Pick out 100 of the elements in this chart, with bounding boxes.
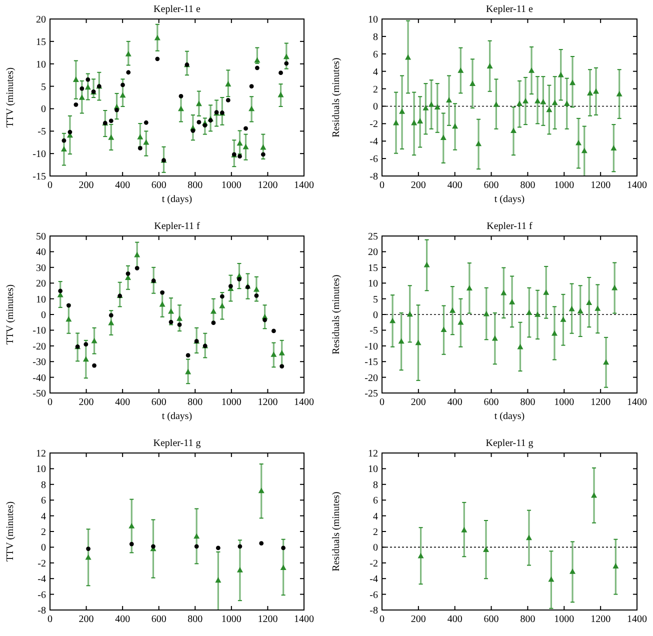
y-tick-label: 6 bbox=[41, 496, 46, 507]
y-tick-label: -8 bbox=[38, 606, 46, 616]
y-tick-label: 0 bbox=[373, 102, 378, 113]
y-tick-label: -15 bbox=[364, 357, 378, 368]
y-tick-label: 8 bbox=[41, 480, 46, 491]
x-tick-label: 1000 bbox=[221, 180, 242, 191]
y-tick-label: -2 bbox=[370, 558, 378, 570]
y-tick-label: 0 bbox=[41, 310, 46, 321]
x-axis-title: t (days) bbox=[494, 411, 525, 422]
y-tick-label: -8 bbox=[370, 606, 378, 616]
y-tick-label: 40 bbox=[36, 247, 46, 258]
y-axis-title: Residuals (minutes) bbox=[331, 492, 342, 572]
y-tick-label: -6 bbox=[370, 590, 378, 601]
y-tick-label: -20 bbox=[32, 341, 46, 352]
x-tick-label: 200 bbox=[78, 614, 94, 625]
y-tick-label: 0 bbox=[41, 104, 46, 116]
y-tick-label: -25 bbox=[364, 388, 378, 400]
y-tick-label: 12 bbox=[36, 448, 46, 460]
y-tick-label: 2 bbox=[373, 527, 378, 538]
y-tick-label: 50 bbox=[36, 232, 46, 242]
y-tick-label: -10 bbox=[32, 326, 46, 337]
y-tick-label: -15 bbox=[32, 172, 46, 182]
y-tick-label: 4 bbox=[41, 511, 46, 522]
y-tick-label: 4 bbox=[373, 66, 378, 78]
x-tick-label: 400 bbox=[115, 614, 130, 625]
x-tick-label: 400 bbox=[447, 180, 462, 191]
y-tick-label: 15 bbox=[36, 36, 46, 48]
y-tick-label: 2 bbox=[41, 527, 46, 538]
y-tick-label: 5 bbox=[373, 294, 378, 306]
x-tick-label: 800 bbox=[188, 614, 203, 625]
x-tick-label: 200 bbox=[410, 397, 426, 408]
y-tick-label: 2 bbox=[373, 84, 378, 96]
y-tick-label: -50 bbox=[32, 388, 46, 400]
y-tick-label: -5 bbox=[38, 126, 46, 138]
y-tick-label: -4 bbox=[370, 136, 378, 148]
x-tick-label: 1200 bbox=[590, 397, 611, 408]
x-axis-title: t (days) bbox=[162, 411, 192, 422]
x-tick-label: 600 bbox=[484, 397, 499, 408]
y-tick-label: 20 bbox=[368, 247, 378, 258]
x-tick-label: 600 bbox=[151, 397, 166, 408]
x-tick-label: 600 bbox=[151, 180, 166, 191]
x-tick-label: 1200 bbox=[590, 614, 611, 625]
x-tick-label: 600 bbox=[484, 180, 499, 191]
y-tick-label: -6 bbox=[38, 590, 46, 601]
y-tick-label: 8 bbox=[373, 32, 378, 43]
y-axis-title: Residuals (minutes) bbox=[331, 274, 342, 354]
y-axis-title: Residuals (minutes) bbox=[331, 58, 342, 138]
y-tick-label: -40 bbox=[32, 372, 46, 384]
x-tick-label: 800 bbox=[188, 397, 203, 408]
x-tick-label: 1400 bbox=[627, 614, 647, 625]
chart-title: Kepler-11 g bbox=[153, 438, 201, 449]
x-tick-label: 600 bbox=[151, 614, 166, 625]
y-tick-label: 12 bbox=[368, 448, 378, 460]
y-tick-label: -4 bbox=[370, 574, 378, 586]
y-tick-label: 25 bbox=[368, 232, 378, 242]
x-tick-label: 600 bbox=[484, 614, 499, 625]
y-tick-label: 20 bbox=[36, 14, 46, 26]
y-tick-label: 0 bbox=[373, 310, 378, 321]
y-tick-label: 0 bbox=[373, 542, 378, 554]
y-axis-title: TTV (minutes) bbox=[5, 284, 16, 345]
y-tick-label: 15 bbox=[368, 262, 378, 274]
x-tick-label: 400 bbox=[447, 614, 462, 625]
x-tick-label: 200 bbox=[78, 180, 94, 191]
x-tick-label: 1000 bbox=[221, 614, 242, 625]
x-tick-label: 1000 bbox=[554, 614, 574, 625]
y-axis-title: TTV (minutes) bbox=[5, 501, 16, 562]
x-tick-label: 1200 bbox=[258, 614, 278, 625]
x-tick-label: 800 bbox=[520, 397, 536, 408]
x-tick-label: 1000 bbox=[554, 397, 574, 408]
x-tick-label: 200 bbox=[78, 397, 94, 408]
chart-title: Kepler-11 e bbox=[486, 4, 534, 15]
chart-title: Kepler-11 g bbox=[486, 438, 534, 449]
x-axis-title: t (days) bbox=[494, 194, 525, 205]
chart-title: Kepler-11 e bbox=[154, 4, 202, 15]
x-tick-label: 200 bbox=[410, 614, 426, 625]
y-tick-label: 10 bbox=[36, 294, 46, 306]
x-tick-label: 1400 bbox=[627, 397, 647, 408]
y-tick-label: -8 bbox=[370, 172, 378, 182]
x-tick-label: 1200 bbox=[258, 397, 278, 408]
x-tick-label: 1400 bbox=[294, 397, 314, 408]
x-tick-label: 1400 bbox=[627, 180, 647, 191]
y-tick-label: -20 bbox=[364, 372, 378, 384]
x-tick-label: 1200 bbox=[590, 180, 611, 191]
x-axis-title: t (days) bbox=[162, 194, 192, 205]
x-tick-label: 1000 bbox=[221, 397, 242, 408]
y-tick-label: 5 bbox=[41, 82, 46, 93]
y-tick-label: 4 bbox=[373, 511, 378, 522]
y-axis-title: TTV (minutes) bbox=[5, 67, 16, 128]
y-tick-label: -2 bbox=[370, 119, 378, 130]
chart-title: Kepler-11 f bbox=[486, 221, 534, 232]
x-tick-label: 800 bbox=[188, 180, 203, 191]
y-tick-label: 8 bbox=[373, 480, 378, 491]
y-tick-label: 10 bbox=[368, 278, 378, 290]
y-tick-label: -10 bbox=[32, 149, 46, 160]
chart-title: Kepler-11 f bbox=[154, 221, 201, 232]
y-tick-label: -4 bbox=[38, 574, 46, 586]
x-tick-label: 800 bbox=[520, 180, 536, 191]
x-tick-label: 400 bbox=[115, 397, 130, 408]
y-tick-label: 6 bbox=[373, 496, 378, 507]
y-tick-label: 6 bbox=[373, 49, 378, 60]
